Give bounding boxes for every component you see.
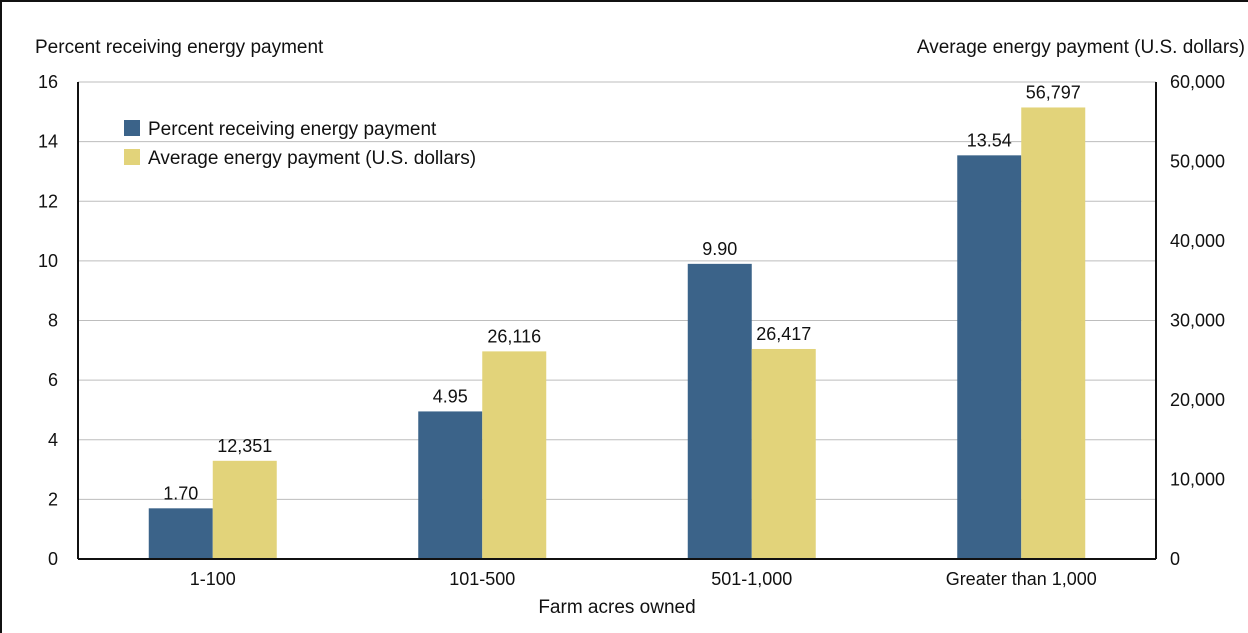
data-label-percent: 1.70	[163, 483, 198, 503]
data-label-percent: 4.95	[433, 386, 468, 406]
data-label-percent: 9.90	[702, 239, 737, 259]
y-tick-left: 14	[38, 132, 58, 152]
x-tick-label: 1-100	[190, 569, 236, 589]
y-axis-right-title: Average energy payment (U.S. dollars)	[917, 37, 1245, 58]
axes: 0 2 4 6 8 10 12 14 16 0 10,000 20,000 30,000 40,000 50…	[35, 37, 1245, 618]
y-tick-left: 8	[48, 311, 58, 331]
labels: 1.70 12,351 4.95 26,116 9.90 26,417 13.54 56,79…	[163, 82, 1081, 503]
y-tick-left: 12	[38, 191, 58, 211]
x-tick-label: 501-1,000	[711, 569, 792, 589]
x-axis-title: Farm acres owned	[538, 597, 695, 618]
legend-label-payment: Average energy payment (U.S. dollars)	[148, 148, 476, 169]
y-tick-right: 30,000	[1170, 311, 1225, 331]
y-axis-left-title: Percent receiving energy payment	[35, 37, 324, 58]
y-tick-right: 50,000	[1170, 152, 1225, 172]
legend-swatch-percent	[124, 120, 140, 136]
y-tick-left: 2	[48, 489, 58, 509]
y-tick-left: 16	[38, 72, 58, 92]
gridlines	[78, 81, 1156, 500]
legend-label-percent: Percent receiving energy payment	[148, 119, 437, 140]
y-tick-right: 20,000	[1170, 390, 1225, 410]
y-tick-right: 40,000	[1170, 231, 1225, 251]
data-label-payment: 12,351	[217, 436, 272, 456]
legend-swatch-payment	[124, 149, 140, 165]
bar-percent	[957, 155, 1022, 559]
x-tick-label: Greater than 1,000	[946, 569, 1097, 589]
y-tick-right: 10,000	[1170, 470, 1225, 490]
y-tick-right: 0	[1170, 549, 1180, 569]
y-tick-left: 4	[48, 430, 58, 450]
bar-payment	[751, 348, 816, 559]
bar-payment	[212, 460, 277, 559]
y-tick-left: 6	[48, 370, 58, 390]
y-tick-left: 0	[48, 549, 58, 569]
legend: Percent receiving energy payment Average …	[124, 119, 476, 169]
bar-percent	[418, 411, 483, 559]
bar-percent	[148, 508, 213, 559]
data-label-payment: 26,116	[487, 326, 541, 346]
bar-payment	[1021, 107, 1086, 559]
data-label-payment: 56,797	[1026, 82, 1081, 102]
bar-payment	[482, 351, 547, 559]
x-tick-label: 101-500	[449, 569, 515, 589]
y-tick-left: 10	[38, 251, 58, 271]
bars	[148, 107, 1086, 559]
bar-percent	[687, 263, 752, 559]
data-label-percent: 13.54	[967, 130, 1012, 150]
y-tick-right: 60,000	[1170, 72, 1225, 92]
data-label-payment: 26,417	[756, 324, 811, 344]
